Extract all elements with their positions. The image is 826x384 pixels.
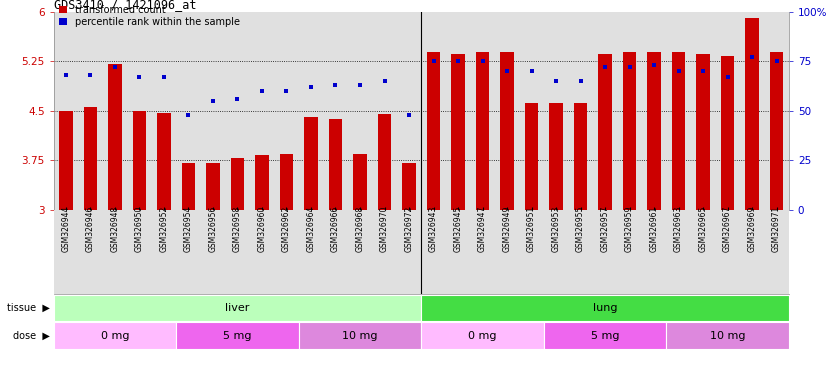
Bar bbox=[280, 154, 293, 210]
Text: 5 mg: 5 mg bbox=[223, 331, 252, 341]
Bar bbox=[176, 322, 299, 349]
Text: 10 mg: 10 mg bbox=[342, 331, 377, 341]
Bar bbox=[354, 154, 367, 210]
Bar bbox=[108, 65, 121, 210]
Bar bbox=[476, 53, 489, 210]
Bar bbox=[544, 322, 667, 349]
Bar bbox=[696, 55, 710, 210]
Text: GDS3410 / 1421096_at: GDS3410 / 1421096_at bbox=[54, 0, 197, 12]
Bar bbox=[421, 322, 544, 349]
Text: 10 mg: 10 mg bbox=[710, 331, 745, 341]
Bar bbox=[182, 164, 195, 210]
Text: 0 mg: 0 mg bbox=[101, 331, 129, 341]
Bar bbox=[206, 164, 220, 210]
Bar bbox=[54, 322, 176, 349]
Text: dose  ▶: dose ▶ bbox=[12, 331, 50, 341]
Bar bbox=[451, 55, 465, 210]
Bar bbox=[402, 164, 415, 210]
Bar bbox=[549, 103, 563, 210]
Text: tissue  ▶: tissue ▶ bbox=[7, 303, 50, 313]
Bar bbox=[525, 103, 539, 210]
Bar bbox=[501, 53, 514, 210]
Bar bbox=[230, 158, 244, 210]
Bar bbox=[157, 113, 171, 210]
Bar bbox=[54, 295, 421, 321]
Bar bbox=[770, 53, 783, 210]
Bar bbox=[672, 53, 686, 210]
Bar bbox=[648, 53, 661, 210]
Bar bbox=[377, 114, 392, 210]
Bar bbox=[721, 56, 734, 210]
Text: lung: lung bbox=[593, 303, 617, 313]
Bar bbox=[83, 107, 97, 210]
Bar bbox=[574, 103, 587, 210]
Text: 5 mg: 5 mg bbox=[591, 331, 620, 341]
Bar bbox=[299, 322, 421, 349]
Bar bbox=[329, 119, 342, 210]
Bar bbox=[255, 155, 268, 210]
Bar bbox=[598, 55, 612, 210]
Text: liver: liver bbox=[225, 303, 249, 313]
Bar bbox=[427, 53, 440, 210]
Text: 0 mg: 0 mg bbox=[468, 331, 496, 341]
Legend: transformed count, percentile rank within the sample: transformed count, percentile rank withi… bbox=[59, 5, 240, 27]
Bar bbox=[133, 111, 146, 210]
Bar bbox=[304, 117, 318, 210]
Bar bbox=[59, 111, 73, 210]
Bar bbox=[421, 295, 789, 321]
Bar bbox=[745, 18, 759, 210]
Bar bbox=[667, 322, 789, 349]
Bar bbox=[623, 53, 636, 210]
